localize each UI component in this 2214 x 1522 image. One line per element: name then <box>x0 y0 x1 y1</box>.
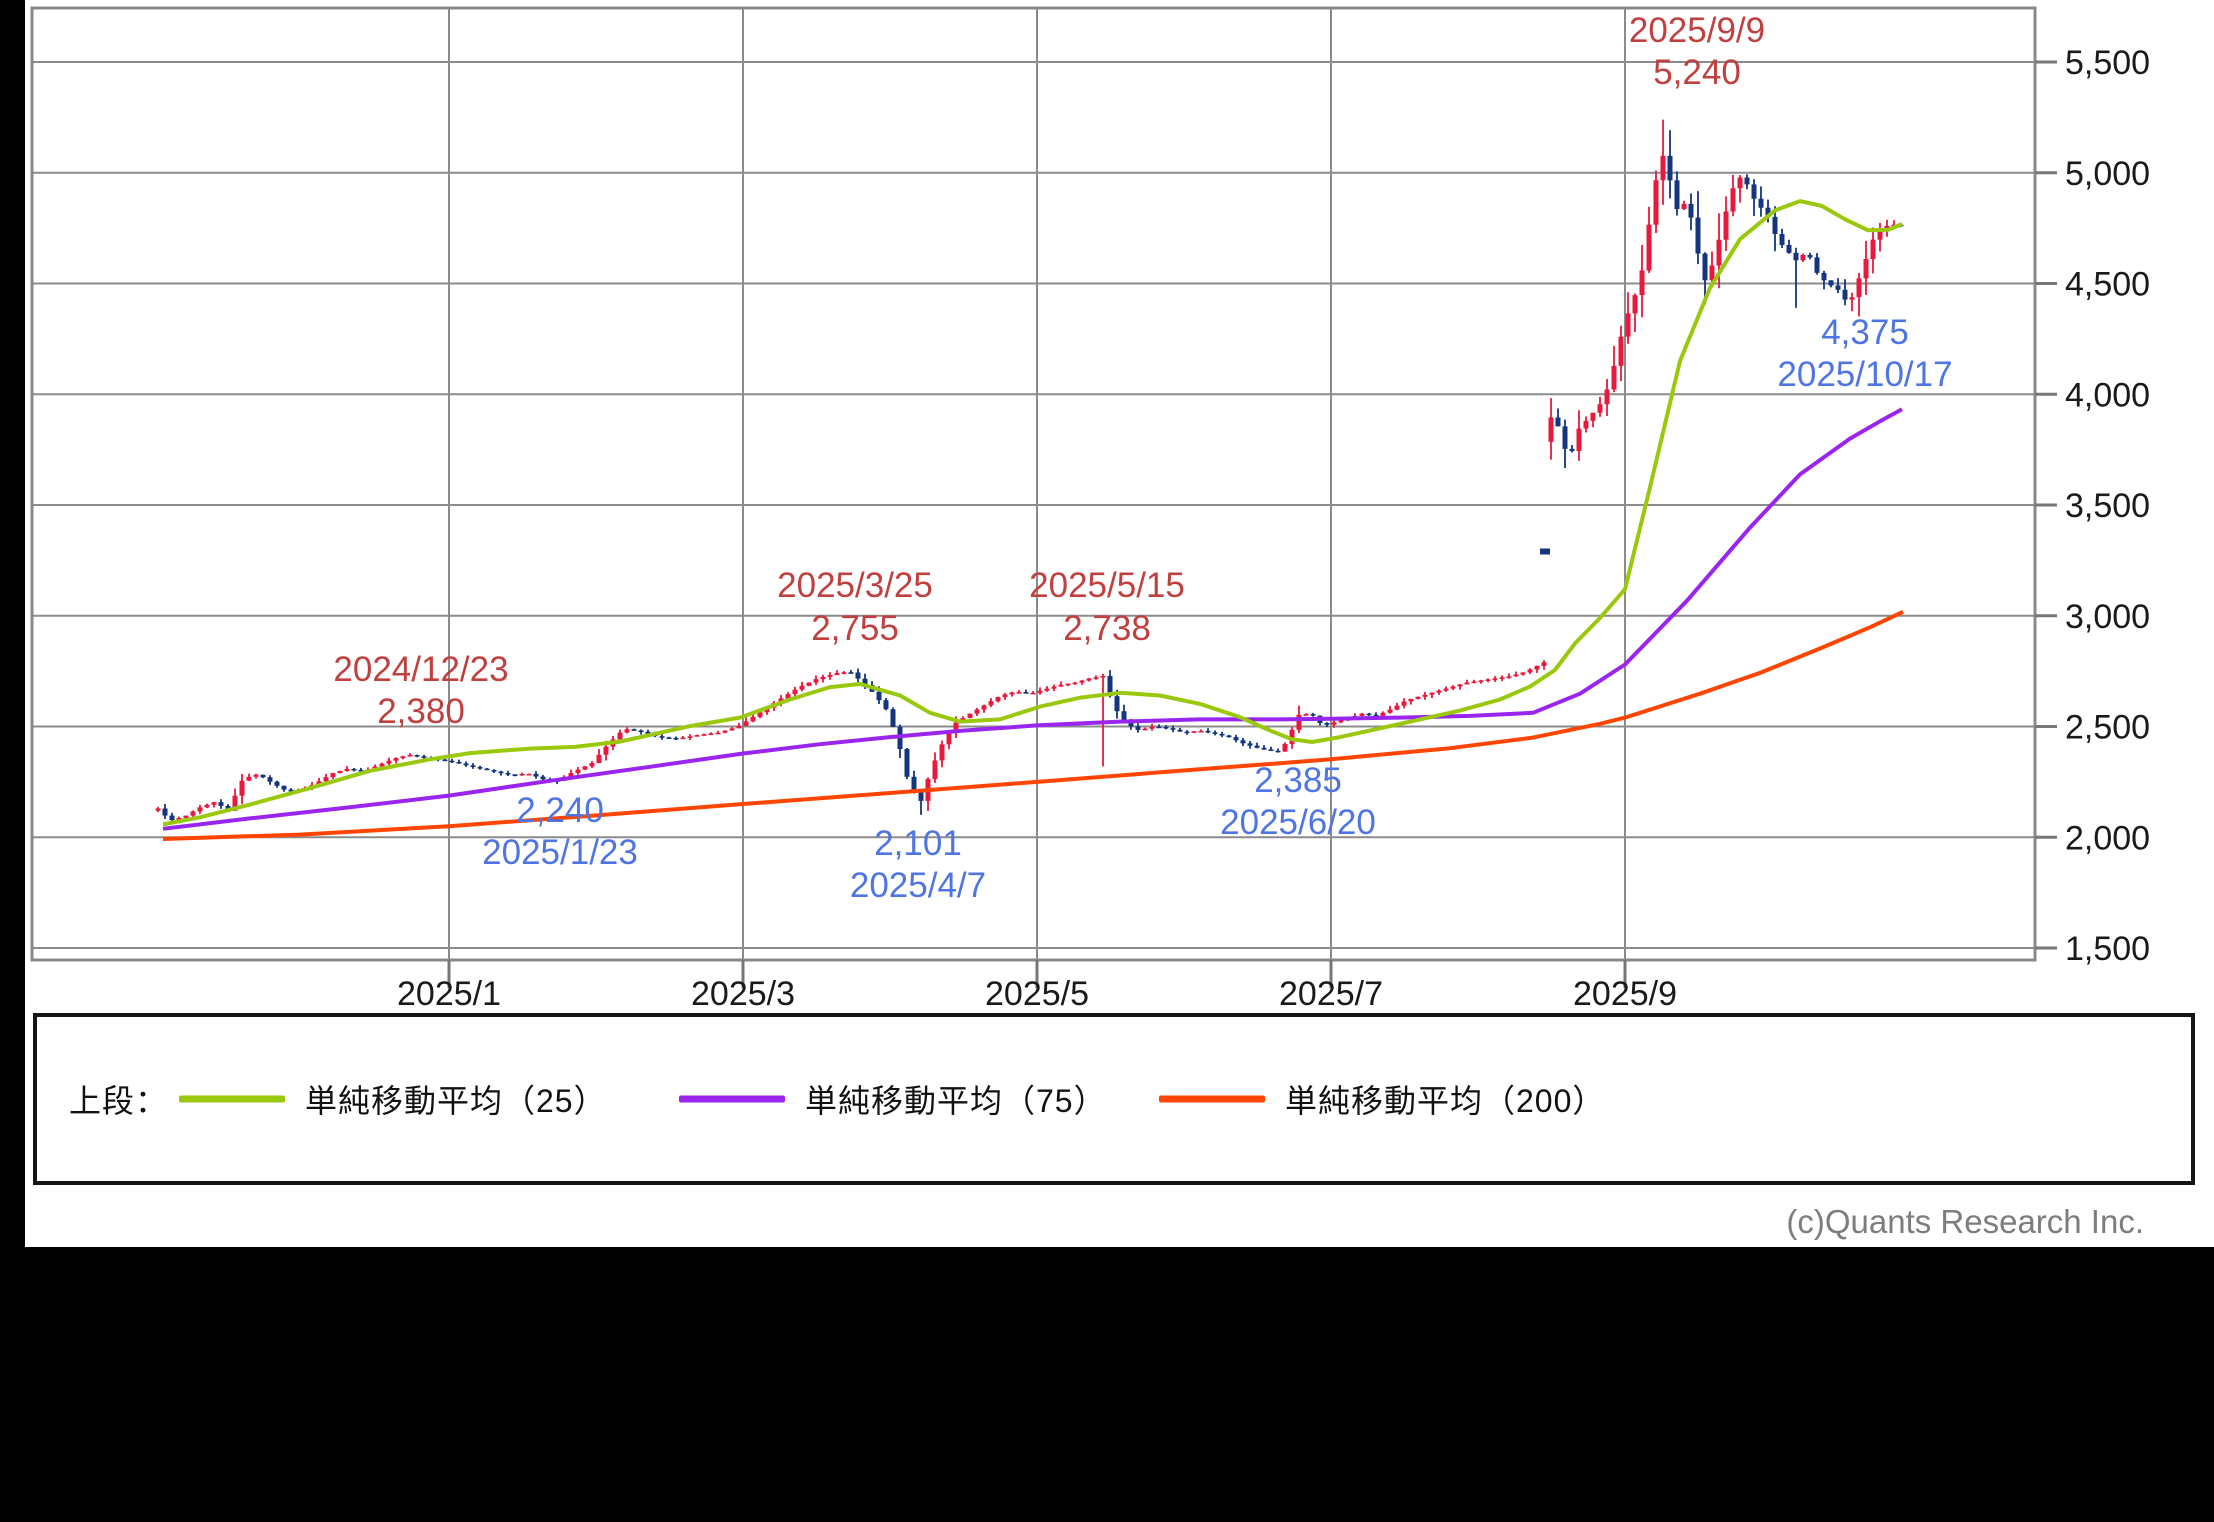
ma-line-25 <box>162 199 1903 827</box>
svg-text:5,000: 5,000 <box>2065 155 2150 193</box>
svg-text:2025/3/25: 2025/3/25 <box>777 566 933 605</box>
svg-text:1,500: 1,500 <box>2065 930 2150 968</box>
ma25-line-swatch <box>179 1095 285 1103</box>
peak-annotation-0: 2024/12/232,380 <box>333 650 508 731</box>
svg-text:5,240: 5,240 <box>1653 53 1741 92</box>
svg-text:2025/1/23: 2025/1/23 <box>482 833 638 872</box>
svg-text:2,000: 2,000 <box>2065 819 2150 857</box>
svg-text:2025/10/17: 2025/10/17 <box>1777 355 1952 394</box>
legend-prefix-label: 上段： <box>69 1083 169 1119</box>
svg-text:2024/12/23: 2024/12/23 <box>333 650 508 689</box>
x-axis-labels: 2025/1 2025/3 2025/5 2025/7 2025/9 <box>397 975 1677 1013</box>
svg-text:2,101: 2,101 <box>874 824 962 863</box>
legend-label-ma200: 単純移動平均（200） <box>1285 1083 1606 1119</box>
svg-text:2,385: 2,385 <box>1254 761 1342 800</box>
legend-label-ma75: 単純移動平均（75） <box>805 1083 1107 1119</box>
legend-label-ma25: 単純移動平均（25） <box>305 1083 607 1119</box>
svg-text:2025/5/15: 2025/5/15 <box>1029 566 1185 605</box>
svg-text:3,500: 3,500 <box>2065 487 2150 525</box>
svg-text:2025/9: 2025/9 <box>1573 975 1677 1013</box>
peak-annotation-1: 2025/3/25 2,755 <box>777 566 933 648</box>
svg-text:2025/1: 2025/1 <box>397 975 501 1013</box>
svg-text:4,500: 4,500 <box>2065 266 2150 304</box>
svg-text:2025/6/20: 2025/6/20 <box>1220 803 1376 842</box>
ma200-line-swatch <box>1159 1095 1265 1103</box>
price-chart-svg: 1,500 2,000 2,500 3,000 3,500 4,000 4,500 5,000… <box>30 6 2150 1013</box>
chart-panel: 1,500 2,000 2,500 3,000 3,500 4,000 4,500 5,000… <box>25 0 2214 1247</box>
svg-text:2025/4/7: 2025/4/7 <box>850 866 986 905</box>
copyright-text: (c)Quants Research Inc. <box>1786 1203 2144 1240</box>
y-axis-labels: 1,500 2,000 2,500 3,000 3,500 4,000 4,500 5,000… <box>2065 44 2150 968</box>
ma-line-75 <box>162 407 1903 831</box>
svg-text:2,500: 2,500 <box>2065 709 2150 747</box>
svg-text:4,000: 4,000 <box>2065 376 2150 414</box>
grid-layer <box>32 8 2035 960</box>
svg-text:2025/9/9: 2025/9/9 <box>1629 11 1765 50</box>
ma-line-200 <box>162 609 1904 841</box>
svg-text:2,380: 2,380 <box>377 692 465 731</box>
plot-frame <box>30 6 2037 962</box>
ma75-line-swatch <box>679 1095 785 1103</box>
legend-box: 上段： 単純移動平均（25） 単純移動平均（75） 単純移動平均（200） <box>33 1013 2195 1185</box>
candles-layer <box>155 119 1904 823</box>
svg-text:2,240: 2,240 <box>516 791 604 830</box>
axis-ticks <box>447 60 2057 988</box>
peak-annotation-2: 2025/5/15 2,738 <box>1029 566 1185 648</box>
svg-text:2,755: 2,755 <box>811 609 899 648</box>
svg-text:2025/5: 2025/5 <box>985 975 1089 1013</box>
svg-text:2,738: 2,738 <box>1063 609 1151 648</box>
annotations-layer: 2024/12/232,380 2025/3/25 2,755 2025/5/15 2,… <box>333 11 1952 905</box>
peak-annotation-3: 2025/9/95,240 <box>1629 11 1765 92</box>
svg-text:2025/7: 2025/7 <box>1279 975 1383 1013</box>
svg-text:4,375: 4,375 <box>1821 313 1909 352</box>
svg-text:3,000: 3,000 <box>2065 598 2150 636</box>
svg-text:5,500: 5,500 <box>2065 44 2150 82</box>
svg-text:2025/3: 2025/3 <box>691 975 795 1013</box>
isolated-gap-mark <box>1540 548 1550 555</box>
